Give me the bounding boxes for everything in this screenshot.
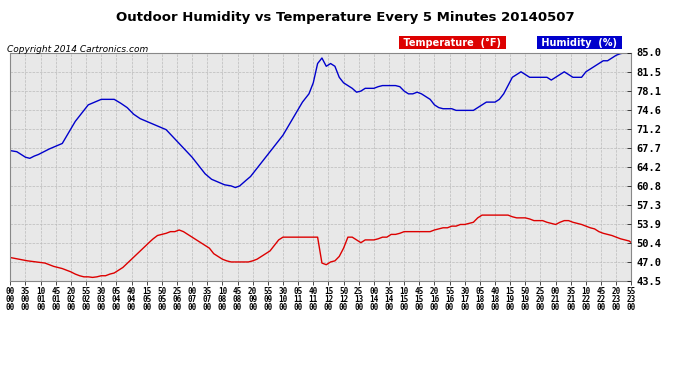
- Text: Humidity  (%): Humidity (%): [538, 38, 620, 48]
- Text: Outdoor Humidity vs Temperature Every 5 Minutes 20140507: Outdoor Humidity vs Temperature Every 5 …: [116, 11, 574, 24]
- Text: Copyright 2014 Cartronics.com: Copyright 2014 Cartronics.com: [7, 45, 148, 54]
- Text: Temperature  (°F): Temperature (°F): [400, 38, 504, 48]
